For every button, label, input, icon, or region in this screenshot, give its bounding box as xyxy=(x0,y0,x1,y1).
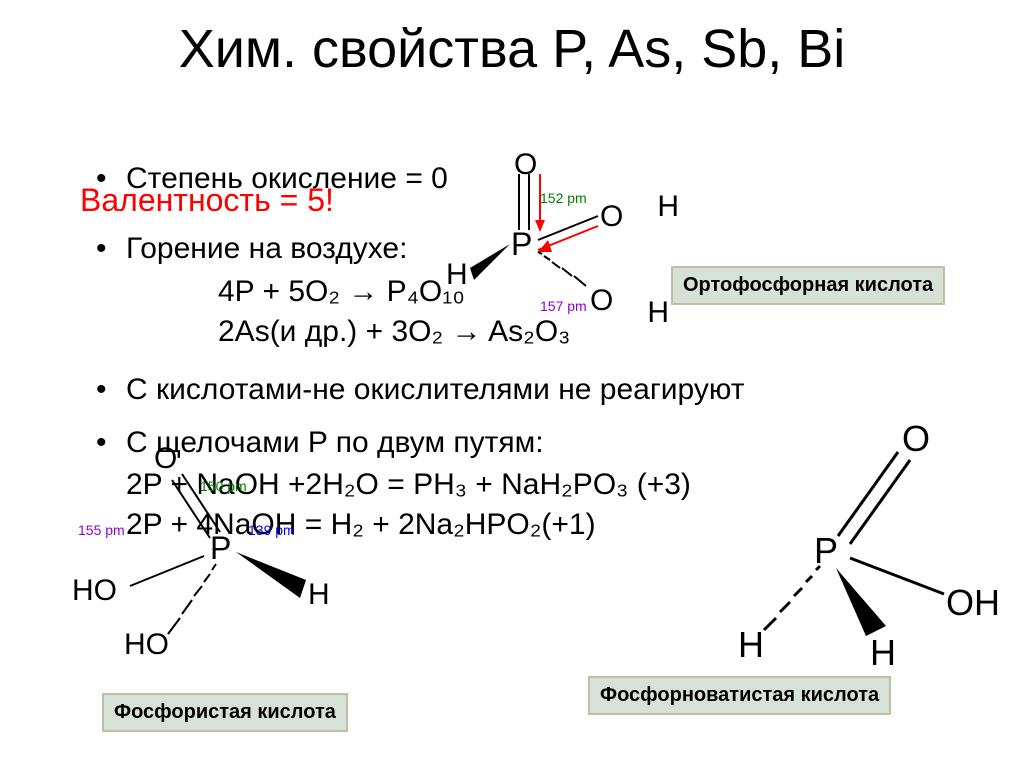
label-phosphorous: Фосфористая кислота xyxy=(102,693,348,732)
bullet-burning: • Горение на воздухе: xyxy=(126,232,407,266)
atom-O-h: O xyxy=(902,418,930,460)
atom-HO-1: HO xyxy=(72,574,117,608)
bullet-text: Горение на воздухе: xyxy=(126,232,407,265)
bullet-oxidation: • Степень окисление = 0 xyxy=(126,162,448,196)
atom-OH-h: OH xyxy=(946,582,1000,624)
bond-139pm: 139 pm xyxy=(248,522,295,538)
atom-P-p: P xyxy=(210,530,231,567)
bond-155pm: 155 pm xyxy=(78,522,125,538)
atom-P-h: P xyxy=(814,530,838,572)
bullet-text: С кислотами-не окислителями не реагируют xyxy=(126,373,744,406)
atom-O-p: O xyxy=(154,442,177,476)
atom-H: H xyxy=(446,258,468,292)
page-title: Хим. свойства P, As, Sb, Bi xyxy=(0,18,1024,80)
label-orthophosphoric: Ортофосфорная кислота xyxy=(671,266,945,305)
label-hypophosphorous: Фосфорноватистая кислота xyxy=(588,676,891,715)
bullet-text: Степень окисление = 0 xyxy=(126,162,448,195)
atom-P: P xyxy=(511,226,532,263)
atom-H-h1: H xyxy=(738,624,764,666)
atom-H-p: H xyxy=(308,578,330,612)
atom-HO-2: HO xyxy=(124,628,169,662)
atom-OH-1: OH xyxy=(600,200,645,234)
bond-150pm: 150 pm xyxy=(200,478,247,494)
atom-O: O xyxy=(514,148,537,182)
bond-157pm: 157 pm xyxy=(540,298,587,314)
molecule-orthophosphoric xyxy=(410,140,680,350)
atom-OH-2: OH xyxy=(590,284,635,318)
bullet-acids: • С кислотами-не окислителями не реагиру… xyxy=(126,373,744,407)
atom-H-h2: H xyxy=(870,632,896,674)
bond-152pm: 152 pm xyxy=(540,190,587,206)
